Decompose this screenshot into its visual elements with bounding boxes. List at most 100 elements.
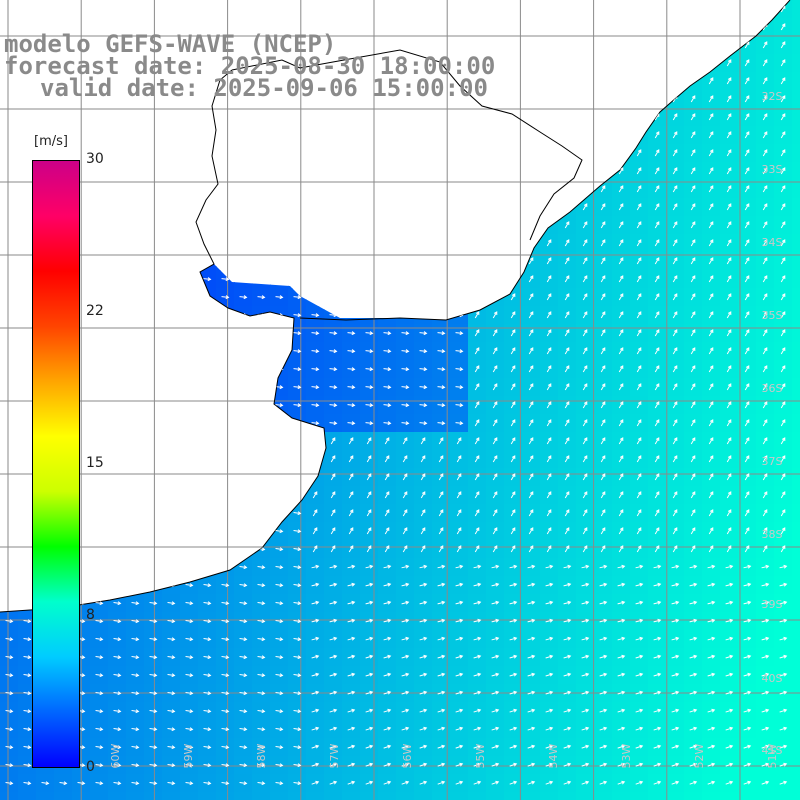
- wind-vector: [239, 547, 248, 552]
- wind-vector: [528, 221, 534, 229]
- wind-vector: [383, 582, 392, 587]
- wind-vector: [563, 564, 572, 569]
- wind-vector: [437, 241, 446, 246]
- wind-vector: [672, 527, 678, 535]
- wind-vector: [618, 203, 624, 211]
- wind-vector: [419, 618, 428, 623]
- wind-vector: [329, 115, 338, 120]
- wind-vector: [275, 439, 284, 444]
- wind-vector: [618, 293, 624, 301]
- wind-vector: [348, 545, 354, 553]
- wind-vector: [5, 205, 14, 210]
- wind-vector: [690, 167, 696, 175]
- wind-vector: [672, 419, 678, 427]
- wind-vector: [437, 115, 446, 120]
- wind-vector: [401, 385, 410, 390]
- wind-vector: [185, 475, 194, 480]
- wind-vector: [5, 259, 14, 264]
- wind-vector: [257, 169, 266, 174]
- wind-vector: [473, 726, 482, 731]
- wind-vector: [509, 600, 518, 605]
- wind-vector: [726, 491, 732, 499]
- wind-vector: [617, 582, 626, 587]
- wind-vector: [203, 601, 212, 606]
- wind-vector: [185, 745, 194, 750]
- wind-vector: [473, 780, 482, 785]
- wind-vector: [635, 582, 644, 587]
- wind-vector: [600, 293, 606, 301]
- wind-vector: [329, 241, 338, 246]
- wind-vector: [743, 726, 752, 731]
- wind-vector: [510, 491, 516, 499]
- wind-vector: [654, 23, 660, 31]
- wind-vector: [780, 131, 786, 139]
- wind-vector: [203, 727, 212, 732]
- wind-vector: [419, 385, 428, 390]
- wind-vector: [726, 113, 732, 121]
- wind-vector: [455, 187, 464, 192]
- wind-vector: [510, 437, 516, 445]
- wind-vector: [293, 367, 302, 372]
- wind-vector: [636, 527, 642, 535]
- wind-vector: [167, 385, 176, 390]
- wind-vector: [672, 275, 678, 283]
- wind-vector: [365, 277, 374, 282]
- wind-vector: [77, 781, 86, 786]
- wind-vector: [780, 167, 786, 175]
- wind-vector: [600, 95, 606, 103]
- wind-vector: [149, 223, 158, 228]
- wind-vector: [347, 564, 356, 569]
- wind-vector: [275, 781, 284, 786]
- wind-vector: [708, 329, 714, 337]
- wind-vector: [564, 311, 570, 319]
- wind-vector: [492, 149, 498, 157]
- wind-vector: [293, 619, 302, 624]
- wind-vector: [437, 780, 446, 785]
- wind-vector: [23, 277, 32, 282]
- wind-vector: [492, 419, 498, 427]
- wind-vector: [113, 7, 122, 12]
- wind-vector: [383, 25, 392, 30]
- wind-vector: [365, 780, 374, 785]
- wind-vector: [762, 275, 768, 283]
- wind-vector: [762, 365, 768, 373]
- wind-vector: [726, 149, 732, 157]
- wind-vector: [41, 115, 50, 120]
- wind-vector: [293, 313, 302, 318]
- wind-vector: [618, 221, 624, 229]
- wind-vector: [5, 7, 14, 12]
- wind-vector: [203, 151, 212, 156]
- wind-vector: [330, 437, 336, 445]
- wind-vector: [131, 295, 140, 300]
- wind-vector: [167, 691, 176, 696]
- wind-vector: [239, 655, 248, 660]
- wind-vector: [437, 277, 446, 282]
- wind-vector: [672, 509, 678, 517]
- wind-vector: [689, 618, 698, 623]
- wind-vector: [780, 95, 786, 103]
- wind-vector: [221, 745, 230, 750]
- wind-vector: [509, 654, 518, 659]
- wind-vector: [23, 133, 32, 138]
- wind-vector: [581, 672, 590, 677]
- wind-vector: [617, 618, 626, 623]
- wind-vector: [23, 403, 32, 408]
- wind-vector: [743, 690, 752, 695]
- wind-vector: [618, 275, 624, 283]
- wind-vector: [311, 636, 320, 641]
- wind-vector: [780, 419, 786, 427]
- wind-vector: [275, 7, 284, 12]
- wind-vector: [95, 349, 104, 354]
- wind-vector: [672, 5, 678, 13]
- wind-vector: [383, 7, 392, 12]
- wind-vector: [401, 564, 410, 569]
- wind-vector: [582, 239, 588, 247]
- wind-vector: [546, 437, 552, 445]
- wind-vector: [546, 113, 552, 121]
- wind-vector: [564, 95, 570, 103]
- wind-vector: [725, 690, 734, 695]
- wind-vector: [113, 565, 122, 570]
- wind-vector: [582, 509, 588, 517]
- wind-vector: [401, 403, 410, 408]
- wind-vector: [744, 185, 750, 193]
